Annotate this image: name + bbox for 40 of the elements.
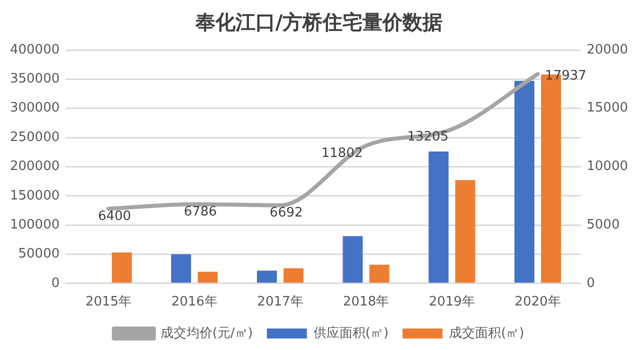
x-tick-label: 2016年 (171, 294, 218, 310)
legend-label: 供应面积(㎡) (313, 324, 389, 341)
y2-tick-label: 0 (586, 276, 595, 291)
y-tick-label: 350000 (10, 72, 60, 87)
bar (342, 236, 363, 283)
bar (284, 268, 304, 283)
x-tick-label: 2018年 (343, 294, 390, 310)
y2-tick-label: 20000 (586, 42, 628, 58)
x-tick-label: 2017年 (257, 294, 304, 310)
y-tick-label: 250000 (10, 130, 60, 145)
bar (256, 270, 277, 283)
y-tick-label: 300000 (10, 100, 60, 116)
x-tick-label: 2019年 (428, 294, 475, 310)
data-label: 13205 (407, 130, 449, 145)
y2-tick-label: 10000 (586, 159, 628, 174)
x-tick-label: 2015年 (85, 294, 132, 310)
y-tick-label: 150000 (10, 188, 60, 204)
y-tick-label: 400000 (10, 42, 60, 58)
data-label: 11802 (321, 146, 363, 162)
legend-label: 成交均价(元/㎡) (160, 324, 253, 341)
bar (112, 252, 132, 283)
y-tick-label: 100000 (10, 217, 60, 232)
bar (455, 180, 476, 283)
data-label: 6400 (98, 209, 132, 224)
legend-label: 成交面积(㎡) (449, 324, 524, 341)
bar (198, 272, 218, 283)
bar (514, 80, 534, 283)
y-tick-label: 0 (51, 276, 60, 291)
x-tick-label: 2020年 (514, 294, 561, 310)
data-label: 6786 (184, 204, 217, 220)
bar (171, 254, 192, 283)
y-tick-label: 50000 (18, 246, 60, 262)
data-label: 17937 (545, 68, 586, 84)
y2-tick-label: 15000 (586, 100, 628, 116)
y2-tick-label: 5000 (586, 217, 620, 232)
y-tick-label: 200000 (10, 159, 60, 174)
data-label: 6692 (270, 206, 303, 221)
bar (428, 152, 449, 283)
bar (369, 264, 390, 283)
chart-title: 奉化江口/方桥住宅量价数据 (194, 10, 443, 34)
